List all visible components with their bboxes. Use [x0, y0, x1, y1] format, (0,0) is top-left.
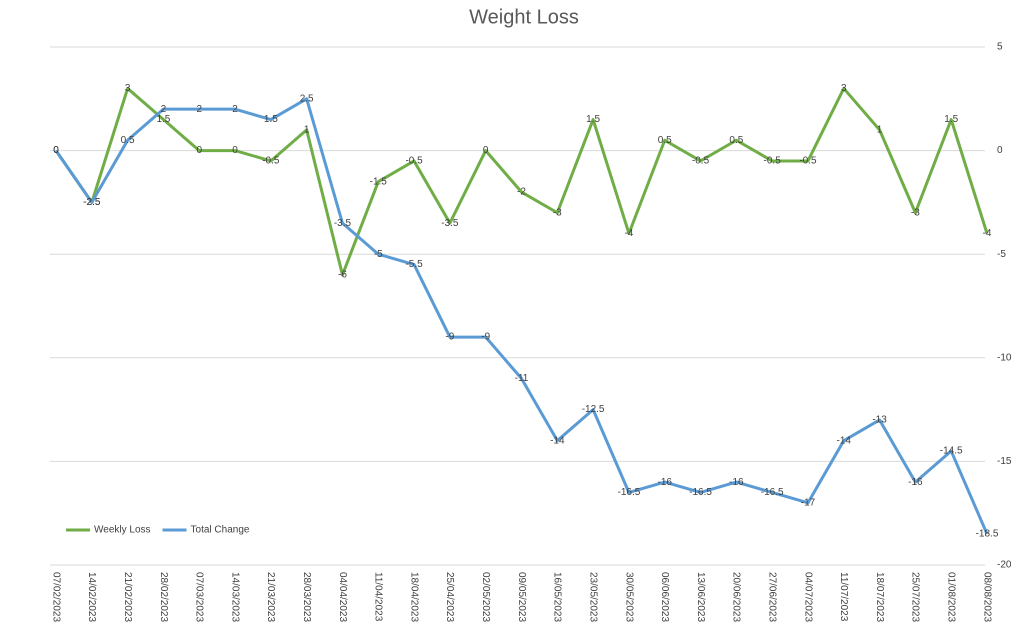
series-line	[54, 86, 989, 277]
x-tick-label: 13/06/2023	[695, 572, 706, 622]
data-label: -5.5	[405, 259, 423, 270]
y-tick-label: -20	[997, 560, 1012, 571]
data-label: -2	[517, 187, 526, 198]
x-tick-label: 30/05/2023	[623, 572, 634, 622]
data-label: -16.5	[618, 487, 641, 498]
data-label: 1	[877, 125, 883, 136]
data-label: -4	[983, 228, 992, 239]
data-label: 0.5	[121, 135, 135, 146]
x-tick-label: 18/07/2023	[874, 572, 885, 622]
x-tick-label: 23/05/2023	[587, 572, 598, 622]
data-label: -14	[837, 435, 852, 446]
data-label: 0.5	[658, 135, 672, 146]
x-tick-label: 09/05/2023	[516, 572, 527, 622]
data-label: -3.5	[334, 218, 352, 229]
data-label: -9	[481, 332, 490, 343]
data-label: -1.5	[370, 176, 388, 187]
x-tick-label: 04/04/2023	[337, 572, 348, 622]
data-label: 3	[841, 83, 847, 94]
data-label: 2	[161, 104, 167, 115]
data-label: -2.5	[83, 197, 101, 208]
data-label: -3	[911, 207, 920, 218]
x-tick-label: 04/07/2023	[802, 572, 813, 622]
data-label: -0.5	[262, 156, 280, 167]
x-tick-label: 14/02/2023	[86, 572, 97, 622]
data-label: -0.5	[692, 156, 710, 167]
data-label: 1	[304, 125, 310, 136]
legend-label: Weekly Loss	[94, 525, 151, 536]
data-label: -16	[908, 477, 923, 488]
data-label: -14.5	[940, 446, 963, 457]
data-label: -16	[729, 477, 744, 488]
y-tick-label: -15	[997, 456, 1012, 467]
x-tick-label: 06/06/2023	[659, 572, 670, 622]
data-label: -6	[338, 270, 347, 281]
x-tick-label: 07/03/2023	[194, 572, 205, 622]
x-tick-label: 25/04/2023	[444, 572, 455, 622]
series-line	[54, 97, 989, 535]
data-label: 2	[196, 104, 202, 115]
y-tick-label: -5	[997, 249, 1006, 260]
data-label: -5	[374, 249, 383, 260]
data-label: -18.5	[976, 529, 999, 540]
y-tick-label: -10	[997, 352, 1012, 363]
data-label: 2.5	[300, 93, 314, 104]
data-label: -11	[515, 373, 529, 384]
y-tick-label: 5	[997, 42, 1003, 53]
data-label: -0.5	[764, 156, 782, 167]
x-tick-label: 28/03/2023	[301, 572, 312, 622]
data-label: -4	[624, 228, 633, 239]
data-label: 3	[125, 83, 131, 94]
data-label: 0	[196, 145, 202, 156]
data-label: -16.5	[761, 487, 784, 498]
data-label: -0.5	[799, 156, 817, 167]
data-label: -3.5	[441, 218, 459, 229]
data-label: -2.5	[83, 197, 101, 208]
x-tick-label: 20/06/2023	[731, 572, 742, 622]
data-label: 2	[232, 104, 238, 115]
x-tick-label: 08/08/2023	[981, 572, 992, 622]
x-tick-label: 28/02/2023	[158, 572, 169, 622]
data-label: 1.5	[156, 114, 170, 125]
data-label: 0.5	[729, 135, 743, 146]
data-label: -12.5	[582, 404, 605, 415]
data-label: -14	[550, 435, 565, 446]
x-tick-label: 16/05/2023	[552, 572, 563, 622]
data-label: 0	[232, 145, 238, 156]
chart-title: Weight Loss	[469, 6, 579, 28]
y-tick-label: 0	[997, 145, 1003, 156]
data-label: 0	[53, 145, 59, 156]
data-label: -16.5	[689, 487, 712, 498]
data-label: 1.5	[264, 114, 278, 125]
data-label: -3	[553, 207, 562, 218]
data-label: -13	[872, 415, 887, 426]
x-tick-label: 14/03/2023	[229, 572, 240, 622]
x-tick-label: 21/03/2023	[265, 572, 276, 622]
legend-item: Weekly Loss	[66, 525, 151, 536]
x-tick-label: 11/04/2023	[373, 572, 384, 622]
data-label: 1.5	[586, 114, 600, 125]
x-tick-label: 25/07/2023	[910, 572, 921, 622]
data-label: -17	[801, 497, 816, 508]
data-label: -9	[445, 332, 454, 343]
x-tick-label: 18/04/2023	[408, 572, 419, 622]
x-tick-label: 11/07/2023	[838, 572, 849, 622]
data-label: 0	[53, 145, 59, 156]
data-label: 0	[483, 145, 489, 156]
data-label: 1.5	[944, 114, 958, 125]
x-tick-label: 07/02/2023	[50, 572, 61, 622]
x-tick-label: 02/05/2023	[480, 572, 491, 622]
data-label: -16	[658, 477, 673, 488]
x-tick-label: 27/06/2023	[767, 572, 778, 622]
x-tick-label: 21/02/2023	[122, 572, 133, 622]
data-label: -0.5	[405, 156, 423, 167]
legend-label: Total Change	[191, 525, 250, 536]
legend-item: Total Change	[162, 525, 250, 536]
x-tick-label: 01/08/2023	[946, 572, 957, 622]
